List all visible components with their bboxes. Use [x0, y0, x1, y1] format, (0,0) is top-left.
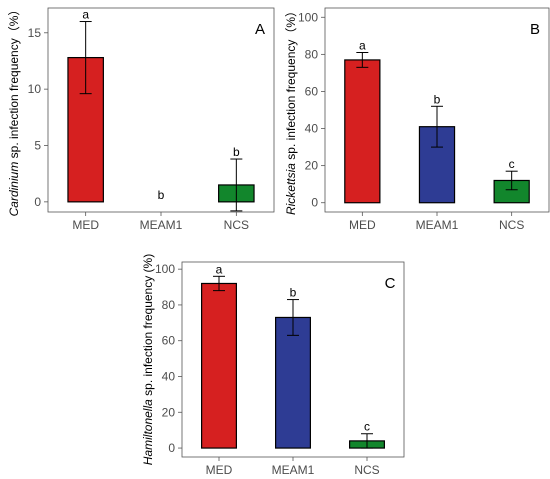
y-axis-label-genus: Rickettsia	[284, 163, 298, 215]
y-axis-label-genus: Cardinium	[7, 162, 21, 217]
panel-letter: B	[530, 21, 540, 38]
bar-meam1	[275, 316, 311, 449]
significance-letter: a	[216, 262, 223, 276]
significance-letter: b	[158, 188, 165, 202]
y-tick-label: 60	[162, 334, 176, 348]
y-axis-label: Rickettsia sp. infection frequency（%）	[284, 5, 298, 215]
bar-med	[344, 59, 381, 204]
y-tick-label: 40	[305, 122, 319, 136]
x-tick-label: NCS	[499, 218, 524, 232]
bar-med	[201, 282, 237, 449]
significance-letter: a	[82, 8, 89, 22]
significance-letter: c	[364, 420, 370, 434]
y-axis-label-text: sp. infection frequency（%）	[7, 4, 21, 162]
x-tick-label: MEAM1	[416, 218, 459, 232]
bar-meam1	[418, 126, 456, 204]
y-axis-label-genus: Hamiltonella	[141, 399, 155, 465]
significance-letter: b	[290, 286, 297, 300]
significance-letter: b	[233, 145, 240, 159]
y-tick-label: 60	[305, 84, 319, 98]
y-tick-label: 10	[28, 82, 42, 96]
y-tick-label: 15	[28, 26, 42, 40]
x-tick-label: NCS	[354, 463, 379, 474]
y-tick-label: 0	[34, 195, 41, 209]
panel-a: A 0 5 10 15 Cardinium sp. infection frequency…	[7, 4, 275, 232]
y-tick-label: 0	[168, 441, 175, 455]
y-tick-label: 20	[162, 405, 176, 419]
y-axis-label: Hamiltonella sp. infection frequency (%)	[141, 254, 155, 465]
y-tick-label: 20	[305, 159, 319, 173]
y-axis-label-text: sp. infection frequency（%）	[284, 5, 298, 163]
x-tick-label: MED	[72, 218, 99, 232]
y-tick-label: 80	[305, 47, 319, 61]
panel-letter: A	[255, 21, 265, 38]
x-tick-label: MEAM1	[140, 218, 183, 232]
x-tick-label: MED	[206, 463, 233, 474]
y-axis-label: Cardinium sp. infection frequency（%）	[7, 4, 21, 217]
y-tick-label: 100	[298, 10, 318, 24]
panel-letter: C	[385, 275, 396, 292]
significance-letter: a	[359, 39, 366, 53]
y-tick-label: 100	[155, 262, 175, 276]
y-tick-label: 80	[162, 298, 176, 312]
y-axis-label-text: sp. infection frequency (%)	[141, 254, 155, 399]
y-tick-label: 5	[34, 139, 41, 153]
significance-letter: b	[434, 92, 441, 106]
y-tick-label: 0	[311, 196, 318, 210]
x-tick-label: NCS	[224, 218, 249, 232]
x-tick-label: MEAM1	[272, 463, 315, 474]
x-tick-label: MED	[349, 218, 376, 232]
y-tick-label: 40	[162, 369, 176, 383]
significance-letter: c	[509, 157, 515, 171]
